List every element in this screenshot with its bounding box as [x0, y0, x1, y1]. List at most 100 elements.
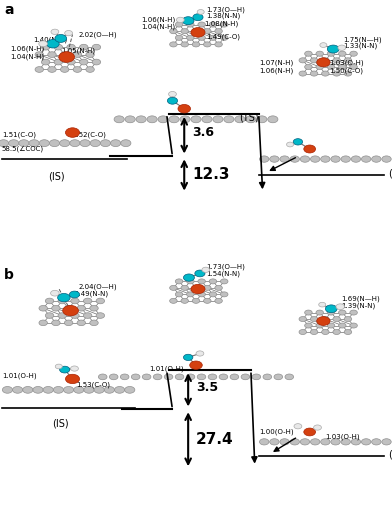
Circle shape	[131, 374, 140, 380]
Circle shape	[175, 279, 183, 284]
Text: 2.04(O—H): 2.04(O—H)	[78, 283, 117, 290]
Text: 1.40(N-N): 1.40(N-N)	[33, 37, 67, 43]
Circle shape	[52, 320, 60, 326]
Circle shape	[60, 52, 69, 57]
Circle shape	[125, 386, 135, 393]
Circle shape	[260, 156, 269, 162]
Circle shape	[192, 286, 200, 290]
Circle shape	[203, 42, 211, 47]
Circle shape	[51, 29, 59, 35]
Circle shape	[300, 156, 310, 162]
Text: 1.38(N-N): 1.38(N-N)	[206, 13, 240, 19]
Circle shape	[300, 439, 310, 445]
Circle shape	[84, 386, 94, 393]
Circle shape	[63, 306, 78, 316]
Circle shape	[339, 51, 346, 56]
Circle shape	[136, 116, 146, 123]
Circle shape	[209, 22, 217, 27]
Text: 1.52(C-O): 1.52(C-O)	[73, 132, 106, 139]
Circle shape	[181, 42, 189, 47]
Circle shape	[181, 286, 189, 290]
Circle shape	[190, 361, 202, 369]
Circle shape	[180, 116, 190, 123]
Circle shape	[310, 317, 318, 321]
Text: 1.33(N-N): 1.33(N-N)	[343, 43, 377, 49]
Text: 1.07(N-H): 1.07(N-H)	[259, 59, 293, 66]
Circle shape	[187, 35, 194, 40]
Circle shape	[80, 59, 88, 65]
Circle shape	[310, 71, 318, 76]
Text: 1.06(N-H): 1.06(N-H)	[10, 46, 44, 52]
Circle shape	[317, 58, 330, 67]
Text: (TS): (TS)	[239, 112, 259, 122]
Circle shape	[220, 292, 228, 297]
Text: 27.4: 27.4	[196, 432, 234, 447]
Circle shape	[191, 116, 201, 123]
Circle shape	[67, 44, 75, 50]
Text: 1.06(N-H): 1.06(N-H)	[141, 17, 175, 23]
Circle shape	[351, 156, 361, 162]
Circle shape	[70, 140, 80, 146]
Circle shape	[316, 323, 323, 328]
Circle shape	[39, 306, 47, 311]
Circle shape	[39, 140, 49, 146]
Circle shape	[321, 330, 329, 334]
Circle shape	[39, 320, 47, 326]
Circle shape	[60, 366, 70, 373]
Circle shape	[42, 44, 50, 50]
Circle shape	[55, 35, 67, 43]
Circle shape	[198, 22, 205, 27]
Circle shape	[280, 439, 289, 445]
Circle shape	[19, 140, 29, 146]
Circle shape	[170, 298, 177, 303]
Circle shape	[109, 374, 118, 380]
Circle shape	[290, 156, 299, 162]
Circle shape	[293, 139, 303, 145]
Circle shape	[361, 156, 371, 162]
Circle shape	[13, 386, 23, 393]
Circle shape	[170, 28, 177, 34]
Text: a: a	[4, 3, 13, 17]
Circle shape	[197, 374, 206, 380]
Circle shape	[167, 97, 178, 104]
Text: 1.05(N-H): 1.05(N-H)	[61, 47, 95, 54]
Circle shape	[55, 364, 62, 369]
Text: 1.69(N—H): 1.69(N—H)	[341, 296, 380, 302]
Circle shape	[114, 386, 125, 393]
Circle shape	[372, 156, 381, 162]
Circle shape	[80, 140, 90, 146]
Circle shape	[305, 65, 312, 69]
Circle shape	[64, 320, 73, 326]
Circle shape	[304, 145, 316, 153]
Circle shape	[35, 67, 44, 72]
Circle shape	[187, 279, 194, 284]
Text: 1.53(C-O): 1.53(C-O)	[76, 382, 111, 388]
Circle shape	[235, 116, 245, 123]
Circle shape	[220, 35, 228, 40]
Circle shape	[208, 374, 217, 380]
Circle shape	[333, 58, 340, 63]
Circle shape	[299, 317, 307, 321]
Circle shape	[209, 292, 217, 297]
Circle shape	[69, 291, 80, 298]
Text: 1.01(O-H): 1.01(O-H)	[2, 372, 36, 379]
Circle shape	[80, 44, 88, 50]
Circle shape	[53, 386, 64, 393]
Circle shape	[203, 298, 211, 303]
Circle shape	[35, 52, 44, 57]
Circle shape	[125, 116, 135, 123]
Circle shape	[197, 9, 204, 14]
Circle shape	[310, 330, 318, 334]
Circle shape	[175, 374, 184, 380]
Circle shape	[39, 41, 47, 47]
Circle shape	[327, 51, 335, 56]
Circle shape	[215, 42, 222, 47]
Circle shape	[186, 374, 195, 380]
Circle shape	[202, 116, 212, 123]
Circle shape	[317, 317, 330, 326]
Circle shape	[42, 59, 50, 65]
Circle shape	[196, 351, 204, 356]
Circle shape	[287, 142, 294, 147]
Circle shape	[310, 156, 320, 162]
Circle shape	[193, 14, 203, 20]
